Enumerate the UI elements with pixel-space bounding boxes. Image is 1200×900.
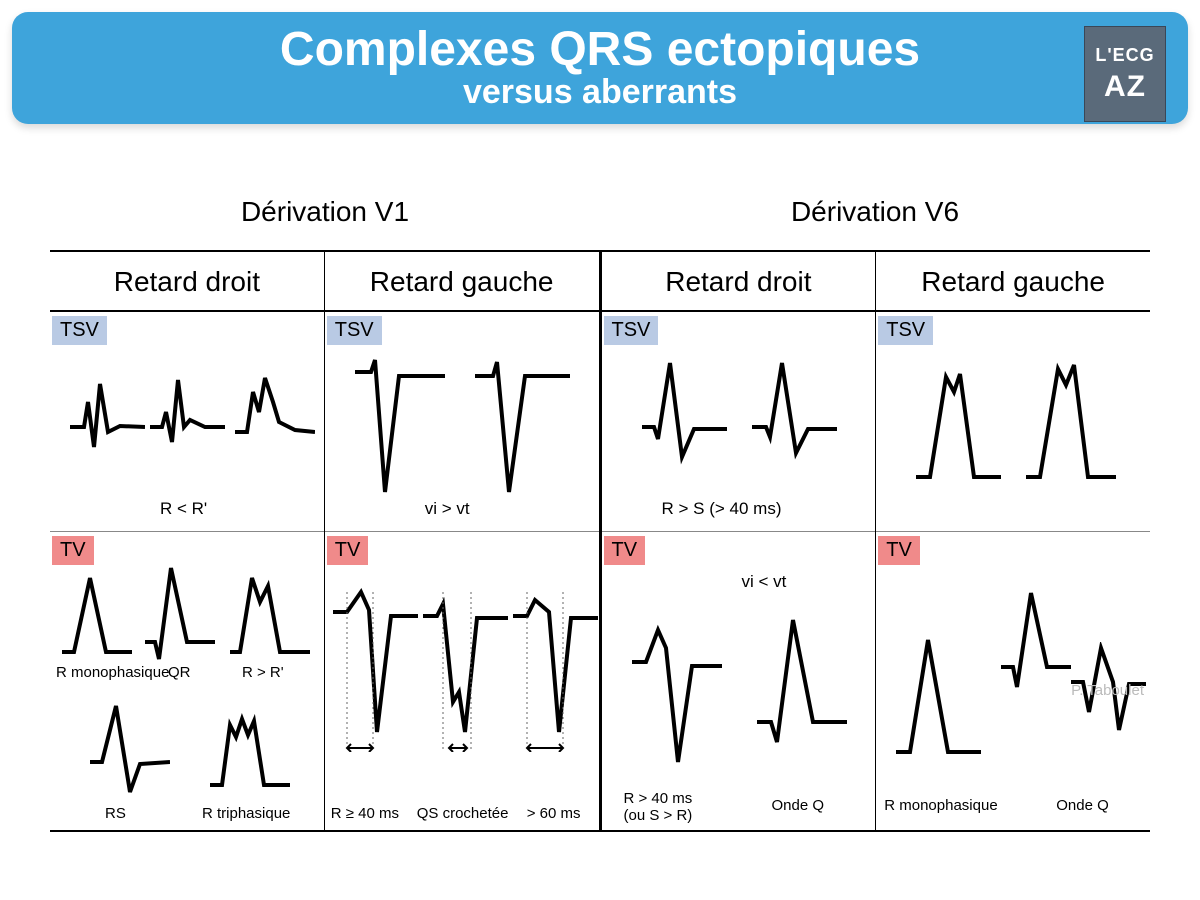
waveform-rsR1 <box>70 372 145 482</box>
label-r-mono-v6: R monophasique <box>884 797 997 814</box>
caption-r-gt-s: R > S (> 40 ms) <box>662 499 782 519</box>
cell-v1-gauche-tsv: TSV vi > vt <box>325 312 599 532</box>
waveform-qr-v6 <box>1001 587 1071 707</box>
author-credit: P. Taboulet <box>1071 682 1144 699</box>
comparison-grid: Retard droit Retard gauche Retard droit … <box>50 250 1150 832</box>
col-hdr-2: Retard gauche <box>325 252 602 310</box>
cell-v6-gauche-tsv: TSV <box>876 312 1150 532</box>
label-r-gt-rprime: R > R' <box>242 664 284 681</box>
tsv-tag: TSV <box>878 316 933 345</box>
label-r-monophasique: R monophasique <box>56 664 169 681</box>
waveform-rsR3 <box>235 372 315 482</box>
waveform-tv-qs-notch <box>423 582 508 752</box>
cell-v1-droit-tv: TV R monophasique QR R > R' <box>50 532 324 832</box>
grid-header-row: Retard droit Retard gauche Retard droit … <box>50 252 1150 312</box>
waveform-qr <box>145 564 215 664</box>
col-v6-droit: TSV R > S (> 40 ms) TV vi < vt R > 40 <box>602 312 877 832</box>
cell-v6-droit-tv: TV vi < vt R > 40 ms (ou S > R) Onde Q <box>602 532 876 832</box>
caption-r-lt-rprime: R < R' <box>160 499 207 519</box>
waveform-r-mono <box>62 572 132 667</box>
col-hdr-3: Retard droit <box>602 252 877 310</box>
label-r40-sr: R > 40 ms (ou S > R) <box>624 790 693 825</box>
logo-line2: AZ <box>1104 70 1146 104</box>
col-hdr-4: Retard gauche <box>876 252 1150 310</box>
tsv-tag: TSV <box>604 316 659 345</box>
tsv-tag: TSV <box>327 316 382 345</box>
derivation-v1: Dérivation V1 <box>50 196 600 228</box>
label-qr: QR <box>168 664 191 681</box>
waveform-rs-big1 <box>642 357 727 487</box>
tv-tag: TV <box>604 536 646 565</box>
waveform-qs2 <box>475 352 570 502</box>
logo-line1: L'ECG <box>1095 45 1154 66</box>
waveform-r40-sr <box>632 612 722 772</box>
derivation-v6: Dérivation V6 <box>600 196 1150 228</box>
title-banner: Complexes QRS ectopiques versus aberrant… <box>12 12 1188 124</box>
waveform-r-notch1 <box>916 362 1001 492</box>
waveform-r-notch2 <box>1026 357 1116 497</box>
waveform-tv-qs1 <box>333 582 418 752</box>
col-v6-gauche: TSV TV R monophasique <box>876 312 1150 832</box>
waveform-r-mono-v6 <box>896 632 981 772</box>
cell-v6-droit-tsv: TSV R > S (> 40 ms) <box>602 312 876 532</box>
label-gt-60: > 60 ms <box>527 805 581 822</box>
col-v1-droit: TSV R < R' TV <box>50 312 325 832</box>
label-r-triphasique: R triphasique <box>202 805 290 822</box>
label-vi-lt-vt: vi < vt <box>742 572 787 592</box>
waveform-qs1 <box>355 352 445 502</box>
cell-v1-gauche-tv: TV <box>325 532 599 832</box>
label-qs-crochetee: QS crochetée <box>417 805 509 822</box>
tsv-tag: TSV <box>52 316 107 345</box>
tv-tag: TV <box>52 536 94 565</box>
label-onde-q-1: Onde Q <box>772 797 825 814</box>
col-v1-gauche: TSV vi > vt TV <box>325 312 602 832</box>
waveform-r-gt-rprime <box>230 572 310 667</box>
waveform-onde-q-2 <box>1071 642 1146 772</box>
tv-tag: TV <box>878 536 920 565</box>
label-rs: RS <box>105 805 126 822</box>
book-logo: L'ECG AZ <box>1084 26 1166 122</box>
grid-body: TSV R < R' TV <box>50 312 1150 832</box>
waveform-rs-big2 <box>752 357 837 487</box>
waveform-onde-q-1 <box>757 612 847 762</box>
cell-v1-droit-tsv: TSV R < R' <box>50 312 324 532</box>
title: Complexes QRS ectopiques <box>280 25 920 75</box>
col-hdr-1: Retard droit <box>50 252 325 310</box>
subtitle: versus aberrants <box>463 75 737 111</box>
tv-tag: TV <box>327 536 369 565</box>
waveform-r-triphasique <box>210 707 290 802</box>
waveform-rsR2 <box>150 372 225 482</box>
waveform-tv-qs3 <box>513 582 598 752</box>
waveform-rs <box>90 702 170 802</box>
label-r-ge-40: R ≥ 40 ms <box>331 805 399 822</box>
derivation-titles: Dérivation V1 Dérivation V6 <box>50 196 1150 228</box>
label-onde-q-2: Onde Q <box>1056 797 1109 814</box>
caption-vi-gt-vt: vi > vt <box>425 499 470 519</box>
cell-v6-gauche-tv: TV R monophasique Onde Q P. Taboulet <box>876 532 1150 832</box>
